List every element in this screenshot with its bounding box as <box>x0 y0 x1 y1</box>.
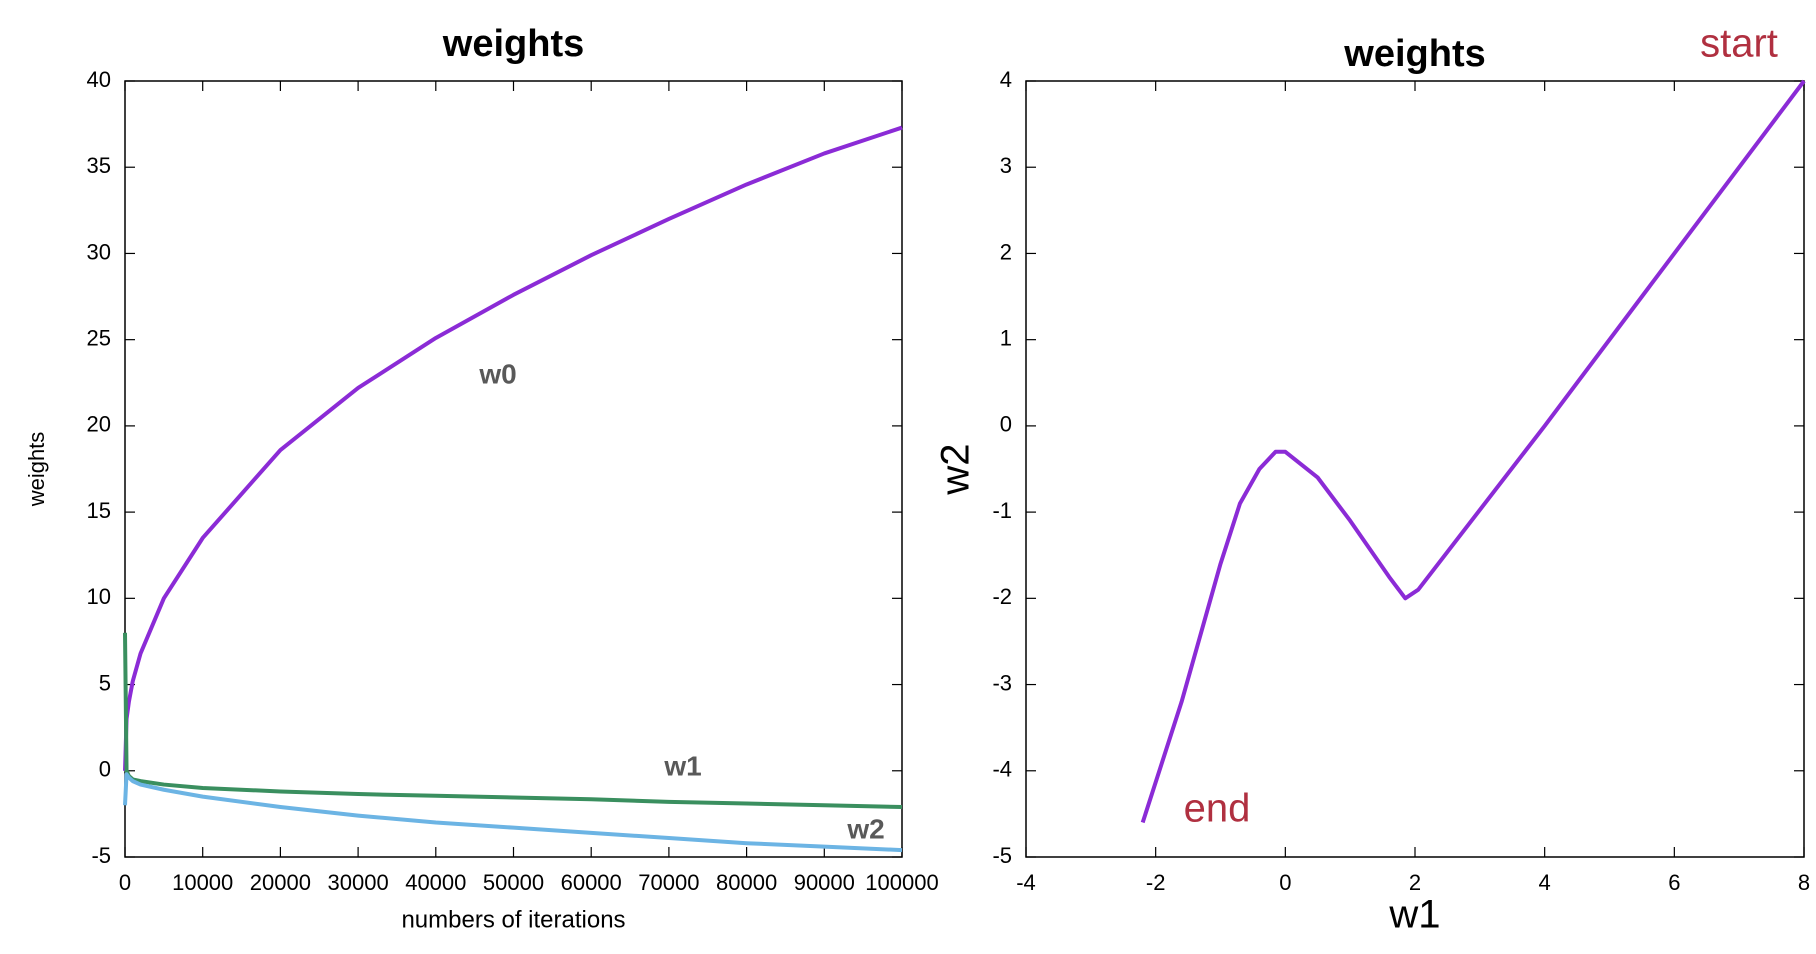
x-tick-label: 10000 <box>172 870 233 895</box>
x-tick-label: 0 <box>1279 870 1291 895</box>
x-tick-label: 60000 <box>561 870 622 895</box>
series-label: w2 <box>846 813 884 844</box>
line-series <box>123 125 903 771</box>
y-axis-label: weights <box>24 432 49 508</box>
x-tick-label: 80000 <box>716 870 777 895</box>
y-tick-label: 20 <box>87 412 111 437</box>
x-tick-label: 100000 <box>865 870 938 895</box>
y-tick-label: 15 <box>87 498 111 523</box>
x-tick-label: 8 <box>1798 870 1810 895</box>
y-tick-label: -4 <box>992 757 1012 782</box>
y-tick-label: 0 <box>1000 412 1012 437</box>
line-series <box>123 632 903 809</box>
y-tick-label: 1 <box>1000 325 1012 350</box>
y-tick-label: 2 <box>1000 239 1012 264</box>
y-tick-label: -5 <box>91 843 111 868</box>
y-tick-label: -2 <box>992 584 1012 609</box>
x-tick-label: 30000 <box>328 870 389 895</box>
x-tick-label: -2 <box>1146 870 1166 895</box>
y-tick-label: 10 <box>87 584 111 609</box>
y-tick-label: 30 <box>87 239 111 264</box>
y-tick-label: 0 <box>99 757 111 782</box>
x-tick-label: 90000 <box>794 870 855 895</box>
plot-frame <box>1025 80 1805 858</box>
y-axis-label: w2 <box>934 443 978 495</box>
plot-frame <box>124 80 903 858</box>
series-label: w0 <box>478 358 516 389</box>
series-label: w1 <box>663 750 701 781</box>
x-tick-label: 0 <box>119 870 131 895</box>
y-tick-label: 40 <box>87 67 111 92</box>
y-tick-label: 25 <box>87 325 111 350</box>
x-tick-label: 40000 <box>405 870 466 895</box>
chart-title: weights <box>442 23 584 65</box>
x-axis-label: numbers of iterations <box>401 906 625 933</box>
line-series <box>1140 79 1806 824</box>
y-tick-label: -5 <box>992 843 1012 868</box>
y-tick-label: 5 <box>99 670 111 695</box>
x-tick-label: 50000 <box>483 870 544 895</box>
annotation: start <box>1700 22 1778 66</box>
y-tick-label: 35 <box>87 153 111 178</box>
annotation: end <box>1184 787 1251 831</box>
x-tick-label: 70000 <box>638 870 699 895</box>
y-tick-label: 4 <box>1000 67 1012 92</box>
x-tick-label: 4 <box>1539 870 1551 895</box>
y-tick-label: -3 <box>992 670 1012 695</box>
x-tick-label: 2 <box>1409 870 1421 895</box>
chart-title: weights <box>1343 33 1485 75</box>
x-tick-label: 20000 <box>250 870 311 895</box>
y-tick-label: 3 <box>1000 153 1012 178</box>
x-axis-label: w1 <box>1388 893 1440 937</box>
y-tick-label: -1 <box>992 498 1012 523</box>
x-tick-label: -4 <box>1016 870 1036 895</box>
x-tick-label: 6 <box>1668 870 1680 895</box>
line-series <box>123 772 903 853</box>
